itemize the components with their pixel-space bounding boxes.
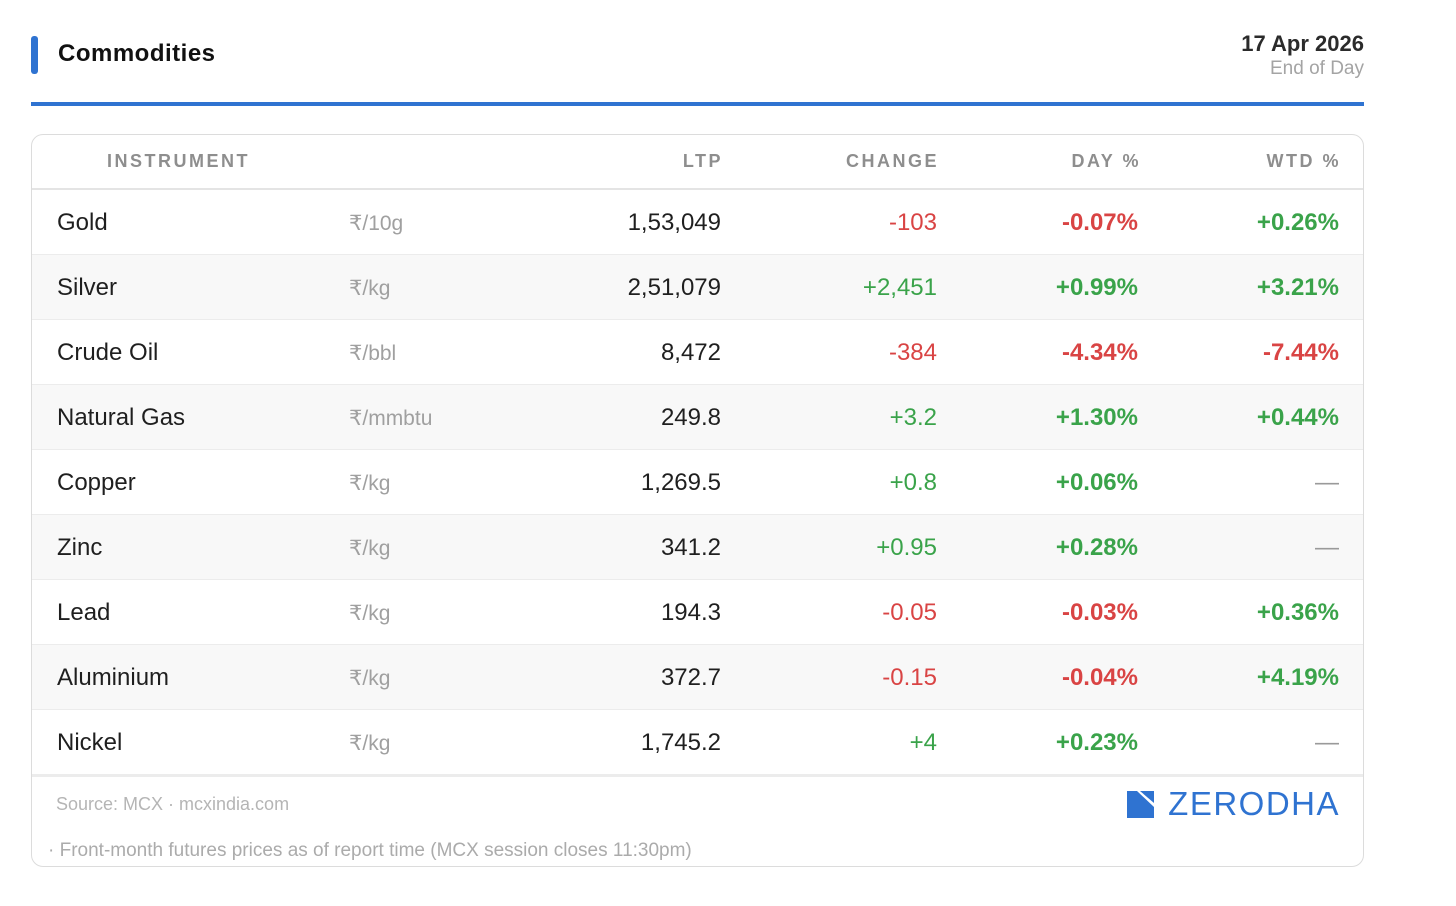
change-value: +4 — [909, 729, 937, 756]
instrument-unit: ₹/kg — [349, 667, 391, 690]
instrument-unit: ₹/kg — [349, 602, 391, 625]
instrument-unit: ₹/10g — [349, 212, 404, 235]
change-value: -103 — [888, 209, 937, 236]
column-header-day: DAY % — [1071, 151, 1141, 171]
table-row[interactable]: Crude Oil ₹/bbl 8,472 -384 -4.34% -7.44% — [32, 320, 1363, 385]
instrument-unit: ₹/bbl — [349, 342, 397, 365]
ltp-value: 341.2 — [660, 534, 721, 561]
ltp-value: 1,53,049 — [627, 209, 721, 236]
wtd-change-percent: — — [1315, 729, 1339, 756]
zerodha-logo-icon — [1127, 790, 1155, 818]
change-value: -384 — [888, 339, 937, 366]
day-change-percent: +0.06% — [1055, 469, 1138, 496]
day-change-percent: -0.03% — [1061, 599, 1138, 626]
commodities-table-card: INSTRUMENT LTP CHANGE DAY % WTD % Gold ₹/… — [31, 134, 1364, 867]
wtd-change-percent: -7.44% — [1262, 339, 1339, 366]
wtd-change-percent: +0.44% — [1256, 404, 1339, 431]
wtd-change-percent: — — [1315, 469, 1339, 496]
ltp-value: 194.3 — [660, 599, 721, 626]
wtd-change-percent: +3.21% — [1256, 274, 1339, 301]
table-row[interactable]: Copper ₹/kg 1,269.5 +0.8 +0.06% — — [32, 450, 1363, 515]
instrument-name: Gold — [57, 209, 108, 236]
ltp-value: 249.8 — [660, 404, 721, 431]
ltp-value: 1,745.2 — [640, 729, 721, 756]
ltp-value: 1,269.5 — [640, 469, 721, 496]
instrument-name: Natural Gas — [57, 404, 186, 431]
table-row[interactable]: Gold ₹/10g 1,53,049 -103 -0.07% +0.26% — [32, 190, 1363, 255]
instrument-name: Nickel — [57, 729, 123, 756]
wtd-change-percent: — — [1315, 534, 1339, 561]
report-header: Commodities 17 Apr 2026 End of Day — [31, 28, 1364, 106]
table-row[interactable]: Silver ₹/kg 2,51,079 +2,451 +0.99% +3.21% — [32, 255, 1363, 320]
brand-logo: ZERODHA — [1127, 785, 1340, 823]
table-row[interactable]: Nickel ₹/kg 1,745.2 +4 +0.23% — — [32, 710, 1363, 775]
instrument-unit: ₹/kg — [349, 537, 391, 560]
column-header-instrument: INSTRUMENT — [107, 151, 250, 171]
wtd-change-percent: +0.36% — [1256, 599, 1339, 626]
instrument-name: Lead — [57, 599, 111, 626]
instrument-unit: ₹/mmbtu — [349, 407, 433, 430]
day-change-percent: -4.34% — [1061, 339, 1138, 366]
footnote: · Front-month futures prices as of repor… — [48, 840, 692, 861]
day-change-percent: +0.28% — [1055, 534, 1138, 561]
instrument-unit: ₹/kg — [349, 472, 391, 495]
instrument-name: Copper — [57, 469, 136, 496]
page-title: Commodities — [58, 40, 216, 67]
instrument-unit: ₹/kg — [349, 277, 391, 300]
instrument-unit: ₹/kg — [349, 732, 391, 755]
instrument-name: Aluminium — [57, 664, 170, 691]
report-date: 17 Apr 2026 — [1241, 31, 1364, 56]
table-row[interactable]: Aluminium ₹/kg 372.7 -0.15 -0.04% +4.19% — [32, 645, 1363, 710]
day-change-percent: +1.30% — [1055, 404, 1138, 431]
change-value: -0.05 — [882, 599, 937, 626]
ltp-value: 8,472 — [660, 339, 721, 366]
instrument-name: Silver — [57, 274, 118, 301]
column-header-wtd: WTD % — [1266, 151, 1341, 171]
day-change-percent: -0.04% — [1061, 664, 1138, 691]
title-accent-bar — [31, 36, 38, 74]
change-value: +3.2 — [889, 404, 937, 431]
ltp-value: 2,51,079 — [627, 274, 721, 301]
change-value: +0.8 — [889, 469, 937, 496]
table-row[interactable]: Natural Gas ₹/mmbtu 249.8 +3.2 +1.30% +0.44% — [32, 385, 1363, 450]
column-header-ltp: LTP — [682, 151, 723, 171]
column-header-change: CHANGE — [845, 151, 939, 171]
day-change-percent: -0.07% — [1061, 209, 1138, 236]
day-change-percent: +0.23% — [1055, 729, 1138, 756]
wtd-change-percent: +0.26% — [1256, 209, 1339, 236]
brand-name: ZERODHA — [1168, 785, 1340, 822]
table-header: INSTRUMENT LTP CHANGE DAY % WTD % — [32, 135, 1363, 190]
source-text: Source: MCX · mcxindia.com — [56, 794, 290, 814]
instrument-name: Crude Oil — [57, 339, 159, 366]
instrument-name: Zinc — [57, 534, 103, 561]
day-change-percent: +0.99% — [1055, 274, 1138, 301]
table-row[interactable]: Zinc ₹/kg 341.2 +0.95 +0.28% — — [32, 515, 1363, 580]
header-divider — [31, 102, 1364, 106]
change-value: +2,451 — [862, 274, 937, 301]
ltp-value: 372.7 — [660, 664, 721, 691]
change-value: +0.95 — [876, 534, 937, 561]
footer-divider — [32, 775, 1363, 777]
session-label: End of Day — [1270, 58, 1364, 79]
change-value: -0.15 — [882, 664, 937, 691]
table-row[interactable]: Lead ₹/kg 194.3 -0.05 -0.03% +0.36% — [32, 580, 1363, 645]
wtd-change-percent: +4.19% — [1256, 664, 1339, 691]
